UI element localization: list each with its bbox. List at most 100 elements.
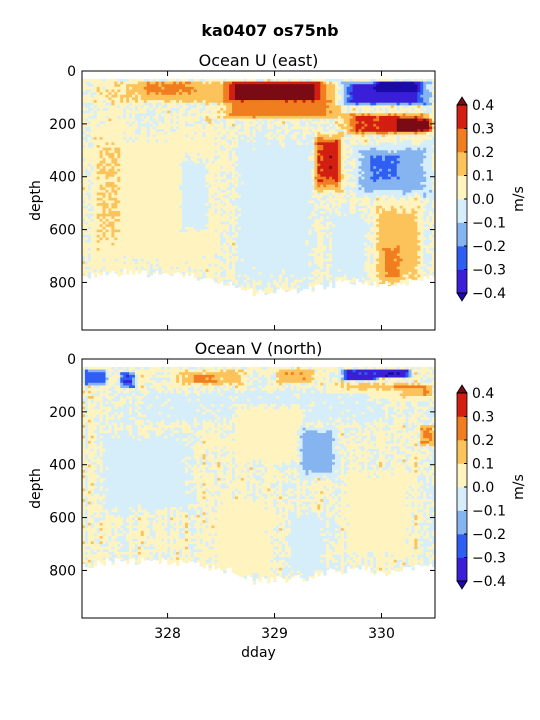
heatmap-cell <box>137 108 142 112</box>
heatmap-cell <box>261 145 265 149</box>
heatmap-cell <box>234 158 239 162</box>
heatmap-cell <box>143 121 148 125</box>
heatmap-cell <box>199 216 204 220</box>
heatmap-cell <box>223 145 227 149</box>
heatmap-cell <box>179 258 183 262</box>
heatmap-cell <box>117 271 121 275</box>
heatmap-cell <box>123 200 127 204</box>
heatmap-cell <box>199 134 204 138</box>
heatmap-cell <box>184 89 189 93</box>
heatmap-cell <box>193 261 198 265</box>
heatmap-cell <box>234 118 239 122</box>
heatmap-cell <box>158 240 162 244</box>
heatmap-cell <box>152 86 156 90</box>
heatmap-cell <box>202 150 206 154</box>
heatmap-cell <box>120 168 124 172</box>
heatmap-cell <box>255 147 259 151</box>
heatmap-cell <box>99 213 103 217</box>
heatmap-cell <box>217 226 221 230</box>
heatmap-cell <box>123 174 127 178</box>
heatmap-cell <box>258 232 262 236</box>
heatmap-cell <box>261 152 265 156</box>
heatmap-cell <box>214 168 218 172</box>
heatmap-cell <box>84 192 89 196</box>
heatmap-cell <box>223 86 227 90</box>
heatmap-cell <box>182 211 186 215</box>
heatmap-cell <box>99 92 103 96</box>
heatmap-cell <box>267 205 271 209</box>
heatmap-cell <box>234 200 239 204</box>
heatmap-cell <box>105 100 109 104</box>
heatmap-cell <box>105 232 109 236</box>
heatmap-cell <box>199 221 204 225</box>
heatmap-cell <box>90 271 95 274</box>
heatmap-cell <box>267 163 271 167</box>
heatmap-cell <box>179 123 183 127</box>
heatmap-cell <box>176 115 180 119</box>
heatmap-cell <box>217 147 221 151</box>
heatmap-cell <box>105 102 109 106</box>
heatmap-cell <box>196 200 201 204</box>
heatmap-cell <box>234 248 239 252</box>
heatmap-cell <box>211 115 215 119</box>
heatmap-cell <box>258 142 262 146</box>
heatmap-cell <box>255 187 259 191</box>
heatmap-cell <box>114 110 118 114</box>
heatmap-cell <box>255 256 259 260</box>
heatmap-cell <box>84 189 89 193</box>
heatmap-cell <box>87 197 92 201</box>
heatmap-cell <box>132 100 136 104</box>
heatmap-cell <box>267 97 271 101</box>
heatmap-cell <box>176 232 180 236</box>
heatmap-cell <box>167 97 171 101</box>
heatmap-cell <box>234 163 239 167</box>
heatmap-cell <box>114 189 118 193</box>
heatmap-cell <box>214 245 218 249</box>
heatmap-cell <box>205 102 209 106</box>
heatmap-cell <box>167 86 171 90</box>
heatmap-cell <box>90 208 95 212</box>
heatmap-cell <box>111 121 115 125</box>
heatmap-cell <box>132 137 136 141</box>
heatmap-cell <box>211 189 215 193</box>
heatmap-cell <box>99 269 103 273</box>
heatmap-cell <box>143 150 148 154</box>
heatmap-cell <box>202 250 206 254</box>
heatmap-cell <box>208 216 212 220</box>
heatmap-cell <box>229 97 233 101</box>
heatmap-cell <box>161 200 165 204</box>
heatmap-cell <box>111 232 115 236</box>
heatmap-cell <box>146 253 151 257</box>
heatmap-cell <box>226 213 230 217</box>
heatmap-cell <box>129 242 133 246</box>
heatmap-cell <box>102 184 106 188</box>
heatmap-cell <box>217 248 221 252</box>
heatmap-cell <box>220 81 224 85</box>
heatmap-cell <box>270 89 274 93</box>
heatmap-cell <box>226 277 230 281</box>
heatmap-cell <box>258 200 262 204</box>
heatmap-cell <box>270 253 274 257</box>
heatmap-cell <box>196 78 201 82</box>
heatmap-cell <box>249 263 254 267</box>
heatmap-cell <box>111 94 115 98</box>
heatmap-cell <box>102 179 106 183</box>
heatmap-cell <box>129 126 133 130</box>
heatmap-cell <box>226 263 230 267</box>
heatmap-cell <box>187 219 192 223</box>
heatmap-cell <box>249 200 254 204</box>
heatmap-cell <box>99 155 103 159</box>
heatmap-cell <box>205 89 209 93</box>
heatmap-cell <box>176 118 180 122</box>
heatmap-cell <box>176 92 180 96</box>
heatmap-cell <box>173 182 177 186</box>
heatmap-cell <box>220 258 224 262</box>
heatmap-cell <box>270 221 274 225</box>
heatmap-cell <box>217 158 221 162</box>
heatmap-cell <box>264 197 268 201</box>
heatmap-cell <box>120 142 124 146</box>
heatmap-cell <box>152 271 156 274</box>
heatmap-cell <box>84 155 89 159</box>
heatmap-cell <box>223 248 227 252</box>
heatmap-cell <box>273 203 277 207</box>
